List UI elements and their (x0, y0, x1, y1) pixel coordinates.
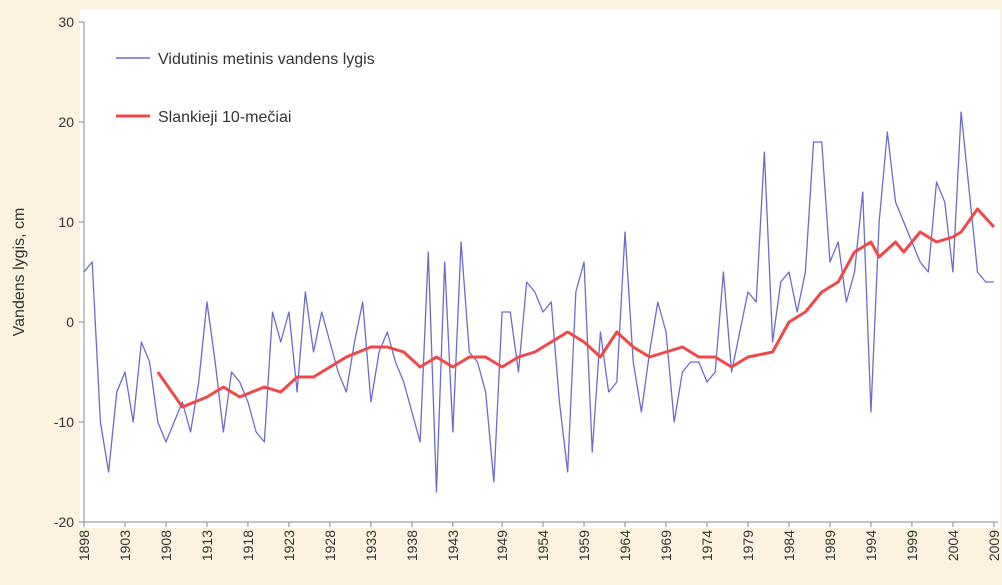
x-tick-label: 2009 (986, 530, 1002, 561)
x-tick-label: 1999 (904, 530, 920, 561)
x-tick-label: 1898 (76, 530, 92, 561)
x-tick-label: 1994 (863, 530, 879, 561)
x-tick-label: 1918 (240, 530, 256, 561)
x-tick-label: 1938 (404, 530, 420, 561)
y-tick-label: -20 (54, 514, 74, 530)
x-tick-label: 1969 (658, 530, 674, 561)
y-tick-label: 20 (58, 114, 74, 130)
data-line (156, 207, 996, 409)
x-tick-label: 1959 (576, 530, 592, 561)
x-tick-label: 1943 (445, 530, 461, 561)
x-tick-label: 1923 (281, 530, 297, 561)
plot-background (80, 10, 1000, 528)
x-tick-label: 1928 (322, 530, 338, 561)
x-tick-label: 1913 (199, 530, 215, 561)
legend-label: Vidutinis metinis vandens lygis (158, 51, 375, 68)
x-tick-label: 1903 (117, 530, 133, 561)
x-tick-label: 1984 (781, 530, 797, 561)
x-tick-label: 1949 (494, 530, 510, 561)
x-tick-label: 1964 (617, 530, 633, 561)
x-tick-label: 1974 (699, 530, 715, 561)
y-tick-label: 0 (66, 314, 74, 330)
x-tick-label: 1933 (363, 530, 379, 561)
y-tick-label: 30 (58, 14, 74, 30)
x-tick-label: 1979 (740, 530, 756, 561)
y-tick-label: -10 (54, 414, 74, 430)
y-axis-label: Vandens lygis, cm (11, 208, 28, 337)
legend-label: Slankieji 10-mečiai (158, 109, 291, 126)
x-tick-label: 1908 (158, 530, 174, 561)
x-tick-label: 2004 (945, 530, 961, 561)
x-tick-label: 1989 (822, 530, 838, 561)
y-tick-label: 10 (58, 214, 74, 230)
x-tick-label: 1954 (535, 530, 551, 561)
